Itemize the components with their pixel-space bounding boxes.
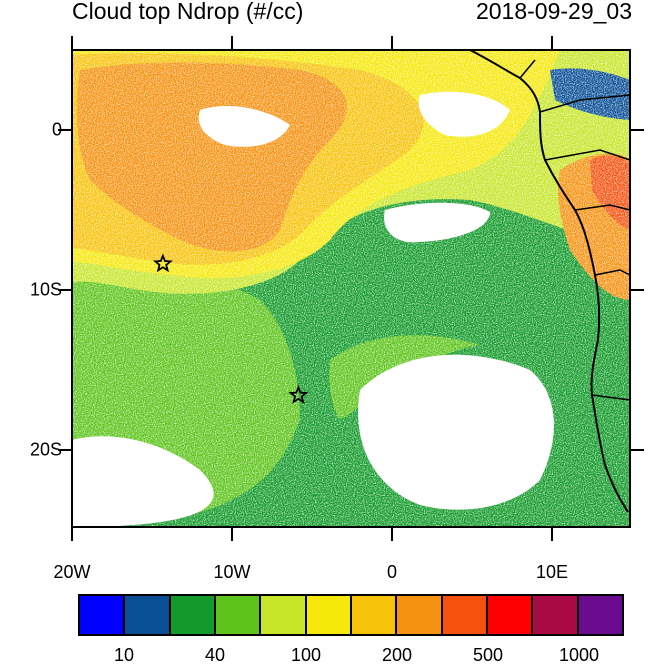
map-frame bbox=[71, 49, 631, 528]
colorbar-box-8 bbox=[442, 596, 488, 634]
colorbar-label: 1000 bbox=[558, 645, 600, 665]
colorbar bbox=[78, 594, 624, 636]
map-timestamp: 2018-09-29_03 bbox=[475, 0, 632, 24]
y-tick-label: 20S bbox=[29, 439, 62, 460]
colorbar-box-1 bbox=[125, 596, 171, 634]
site-markers bbox=[153, 253, 309, 404]
colorbar-box-3 bbox=[215, 596, 262, 634]
star-marker-south bbox=[288, 384, 309, 404]
axis-ticks bbox=[58, 36, 644, 541]
x-tick-label: 10E bbox=[535, 562, 569, 582]
africa-coastline bbox=[469, 49, 629, 513]
colorbar-label: 10 bbox=[113, 645, 135, 665]
colorbar-box-0 bbox=[80, 596, 126, 634]
star-marker-north bbox=[153, 253, 173, 273]
colorbar-box-5 bbox=[306, 596, 352, 634]
colorbar-box-10 bbox=[533, 596, 579, 634]
x-tick-label: 10W bbox=[213, 562, 251, 582]
x-tick-label: 0 bbox=[386, 562, 398, 582]
colorbar-box-4 bbox=[261, 596, 307, 634]
country-borders bbox=[519, 59, 631, 401]
colorbar-box-7 bbox=[397, 596, 443, 634]
map-title: Cloud top Ndrop (#/cc) bbox=[72, 0, 304, 24]
colorbar-box-11 bbox=[578, 596, 622, 634]
colorbar-label: 40 bbox=[204, 645, 226, 665]
colorbar-label: 200 bbox=[381, 645, 413, 665]
x-tick-label: 20W bbox=[53, 562, 91, 582]
cloud-field bbox=[72, 50, 630, 527]
colorbar-label: 500 bbox=[472, 645, 504, 665]
colorbar-box-2 bbox=[170, 596, 216, 634]
y-tick-label: 10S bbox=[29, 279, 62, 300]
colorbar-box-9 bbox=[487, 596, 534, 634]
colorbar-box-6 bbox=[351, 596, 398, 634]
colorbar-label: 100 bbox=[290, 645, 322, 665]
y-tick-label: 0 bbox=[51, 119, 62, 140]
speckle-noise bbox=[72, 50, 630, 527]
